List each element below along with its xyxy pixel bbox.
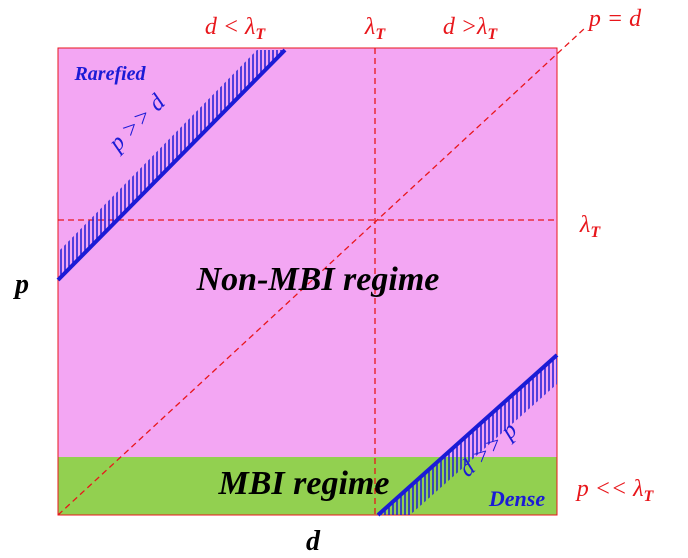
dense-label: Dense: [488, 486, 545, 511]
label-d-less: d < λT: [205, 14, 267, 43]
rarefied-line: [56, 48, 287, 282]
mbi-area: [58, 457, 557, 515]
frame: [57, 47, 558, 516]
rarefied-label: Rarefied: [73, 63, 146, 85]
label-lambda-top: λT: [364, 14, 386, 43]
label-p-equals-d: p = d: [587, 6, 642, 32]
dense-line: [376, 353, 559, 517]
y-axis-label: p: [13, 269, 29, 300]
label-p-much-less: p << λT: [575, 476, 655, 505]
x-axis-label: d: [306, 526, 321, 557]
label-d-greater: d >λT: [443, 14, 499, 43]
mbi-label: MBI regime: [218, 465, 390, 502]
label-lambda-right: λT: [579, 212, 601, 241]
non-mbi-label: Non-MBI regime: [196, 261, 440, 298]
